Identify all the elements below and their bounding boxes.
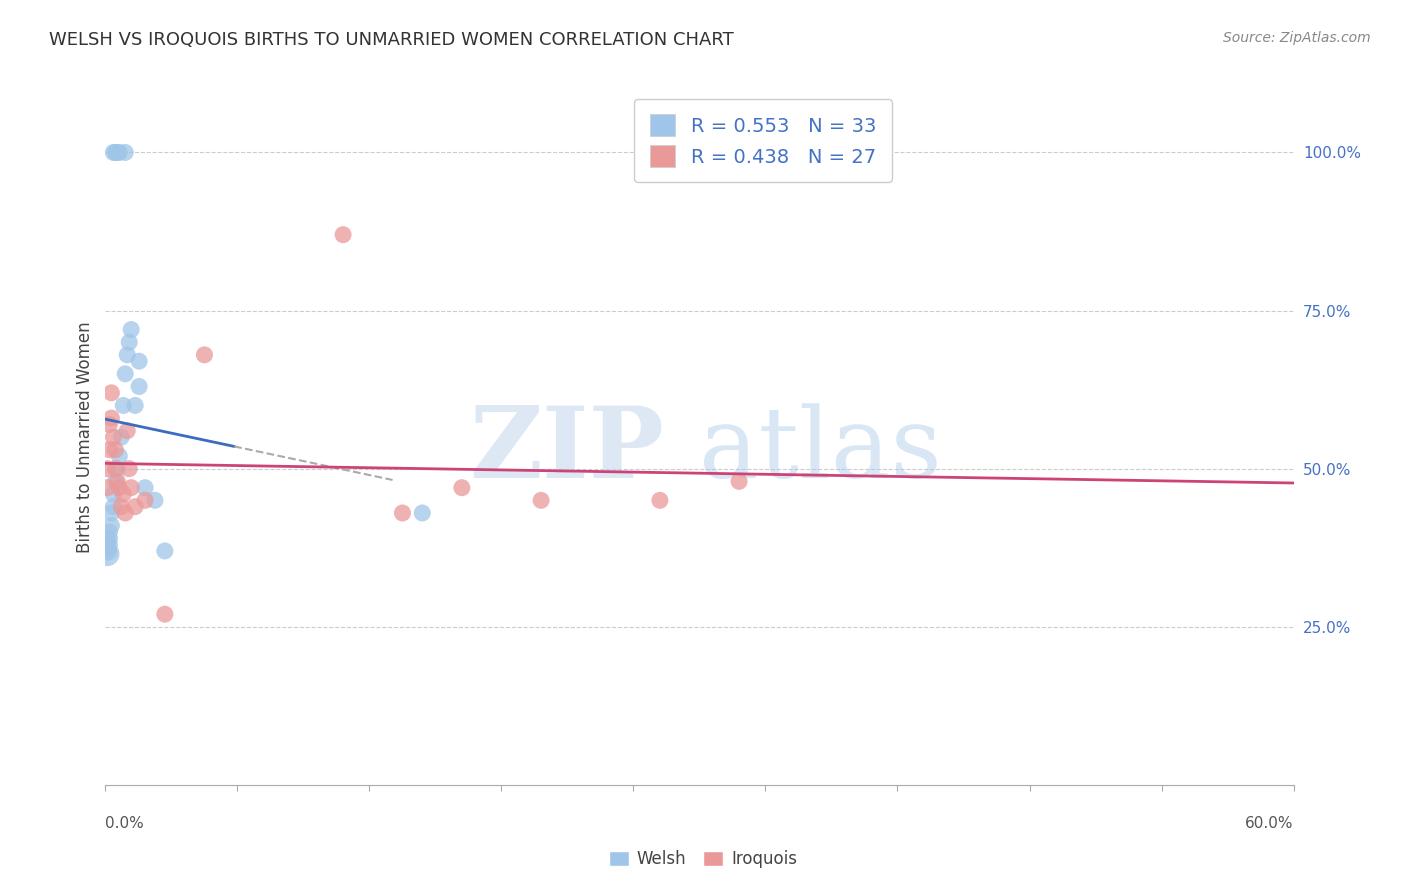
Point bbox=[98, 417, 121, 432]
Point bbox=[728, 475, 751, 489]
Point bbox=[120, 481, 142, 495]
Point bbox=[105, 475, 128, 489]
Point bbox=[96, 481, 118, 495]
Point bbox=[112, 399, 135, 413]
Text: 0.0%: 0.0% bbox=[105, 816, 145, 831]
Point bbox=[391, 506, 413, 520]
Point bbox=[193, 348, 215, 362]
Point bbox=[134, 481, 156, 495]
Point bbox=[98, 524, 121, 539]
Point bbox=[104, 475, 127, 489]
Point bbox=[96, 538, 118, 552]
Point bbox=[104, 145, 127, 160]
Text: Source: ZipAtlas.com: Source: ZipAtlas.com bbox=[1223, 31, 1371, 45]
Point bbox=[124, 500, 146, 514]
Point bbox=[110, 430, 132, 444]
Point bbox=[153, 607, 176, 622]
Point bbox=[450, 481, 472, 495]
Point bbox=[153, 544, 176, 558]
Point bbox=[100, 411, 122, 425]
Point bbox=[100, 518, 122, 533]
Text: atlas: atlas bbox=[700, 403, 942, 499]
Point bbox=[134, 493, 156, 508]
Point bbox=[103, 430, 125, 444]
Point bbox=[100, 385, 122, 400]
Y-axis label: Births to Unmarried Women: Births to Unmarried Women bbox=[76, 321, 94, 553]
Point bbox=[98, 538, 121, 552]
Point bbox=[118, 335, 141, 350]
Point bbox=[110, 500, 132, 514]
Legend: R = 0.553   N = 33, R = 0.438   N = 27: R = 0.553 N = 33, R = 0.438 N = 27 bbox=[634, 99, 891, 182]
Point bbox=[96, 534, 118, 549]
Point bbox=[105, 461, 128, 475]
Point bbox=[411, 506, 433, 520]
Text: 60.0%: 60.0% bbox=[1246, 816, 1294, 831]
Point bbox=[104, 442, 127, 457]
Point bbox=[98, 442, 121, 457]
Point bbox=[103, 487, 125, 501]
Point bbox=[115, 424, 138, 438]
Point bbox=[96, 544, 118, 558]
Point bbox=[120, 322, 142, 336]
Point bbox=[648, 493, 671, 508]
Point bbox=[104, 461, 127, 475]
Point bbox=[108, 481, 131, 495]
Point bbox=[530, 493, 553, 508]
Point bbox=[105, 145, 128, 160]
Point bbox=[114, 367, 136, 381]
Legend: Welsh, Iroquois: Welsh, Iroquois bbox=[602, 844, 804, 875]
Point bbox=[124, 399, 146, 413]
Point bbox=[96, 541, 118, 555]
Point bbox=[128, 379, 150, 393]
Point bbox=[98, 531, 121, 545]
Point bbox=[115, 348, 138, 362]
Point bbox=[100, 506, 122, 520]
Point bbox=[143, 493, 166, 508]
Point bbox=[114, 506, 136, 520]
Point bbox=[332, 227, 354, 242]
Point bbox=[118, 461, 141, 475]
Text: WELSH VS IROQUOIS BIRTHS TO UNMARRIED WOMEN CORRELATION CHART: WELSH VS IROQUOIS BIRTHS TO UNMARRIED WO… bbox=[49, 31, 734, 49]
Point bbox=[108, 145, 131, 160]
Point bbox=[128, 354, 150, 368]
Point bbox=[114, 145, 136, 160]
Point bbox=[96, 547, 118, 561]
Point bbox=[103, 500, 125, 514]
Point bbox=[103, 145, 125, 160]
Point bbox=[108, 449, 131, 463]
Point bbox=[112, 487, 135, 501]
Text: ZIP: ZIP bbox=[470, 402, 664, 500]
Point bbox=[96, 461, 118, 475]
